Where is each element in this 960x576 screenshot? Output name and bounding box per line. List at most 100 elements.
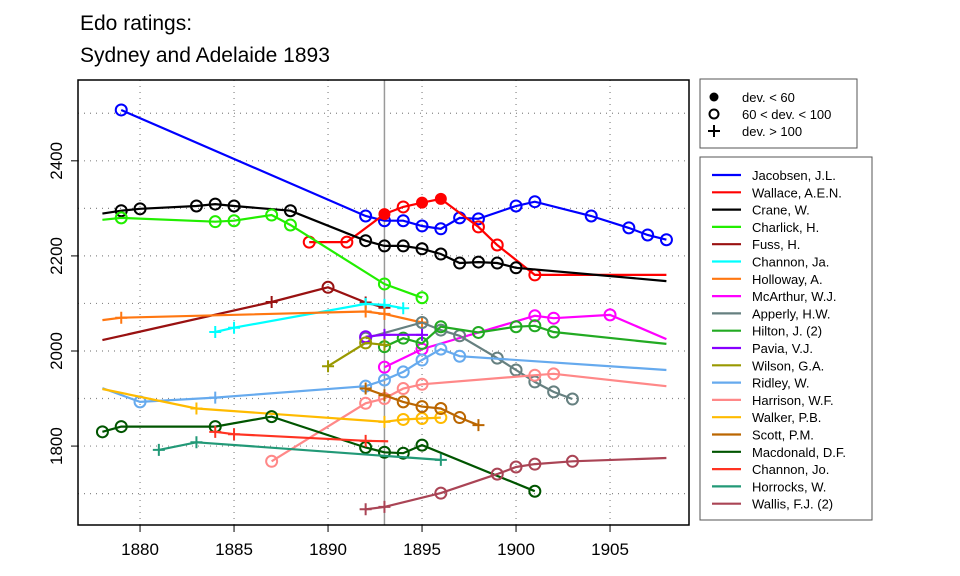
- data-point: [396, 395, 410, 409]
- data-point: [283, 218, 297, 232]
- data-point: [133, 202, 147, 216]
- data-point: [190, 402, 203, 415]
- series-macdonald-d-f: [95, 410, 542, 498]
- data-point: [115, 311, 128, 324]
- legend-label: Fuss, H.: [752, 237, 800, 252]
- data-point: [265, 296, 278, 309]
- legend-label: Apperly, H.W.: [752, 306, 831, 321]
- data-point: [227, 214, 241, 228]
- data-point: [227, 199, 241, 213]
- data-point: [396, 365, 410, 379]
- data-point: [415, 377, 429, 391]
- data-point: [565, 454, 579, 468]
- data-point: [434, 411, 448, 425]
- data-point: [471, 255, 485, 269]
- data-point: [377, 373, 391, 387]
- data-point: [509, 363, 523, 377]
- legend-label: Channon, Jo.: [752, 462, 829, 477]
- x-tick-label: 1885: [215, 540, 253, 559]
- data-point: [415, 242, 429, 256]
- data-point: [265, 208, 279, 222]
- series-line: [102, 347, 667, 404]
- data-point: [453, 256, 467, 270]
- marker-legend-label: 60 < dev. < 100: [742, 107, 831, 122]
- series-line: [102, 310, 423, 324]
- data-point: [509, 460, 523, 474]
- data-point: [434, 192, 447, 205]
- legend-label: Holloway, A.: [752, 272, 823, 287]
- series-scott-p-m: [359, 382, 485, 432]
- data-point: [547, 385, 561, 399]
- legend-label: Horrocks, W.: [752, 479, 826, 494]
- y-tick-label: 2000: [47, 332, 66, 370]
- data-point: [114, 211, 128, 225]
- data-point: [283, 204, 297, 218]
- y-tick-label: 2400: [47, 142, 66, 180]
- series-line: [309, 197, 667, 276]
- data-point: [415, 438, 429, 452]
- data-point: [189, 199, 203, 213]
- series-channon-ja: [209, 297, 410, 338]
- data-point: [415, 291, 429, 305]
- series-line: [102, 415, 536, 493]
- data-point: [416, 328, 429, 341]
- data-point: [396, 446, 410, 460]
- series-wallis-f-j-2: [359, 454, 667, 516]
- marker-legend-label: dev. > 100: [742, 124, 802, 139]
- plus-icon: [708, 125, 720, 137]
- legend-label: Pavia, V.J.: [752, 341, 813, 356]
- data-point: [396, 412, 410, 426]
- legend-label: Hilton, J. (2): [752, 324, 822, 339]
- data-point: [114, 420, 128, 434]
- series-layer: [95, 103, 673, 516]
- data-point: [359, 336, 373, 350]
- data-point: [528, 195, 542, 209]
- data-point: [490, 467, 504, 481]
- legend-label: Scott, P.M.: [752, 428, 814, 443]
- series-line: [102, 213, 423, 299]
- marker-legend: dev. < 60 60 < dev. < 100 dev. > 100: [699, 78, 858, 149]
- data-point: [547, 367, 561, 381]
- series-line: [102, 387, 441, 423]
- legend-label: Channon, Ja.: [752, 255, 829, 270]
- series-line: [327, 341, 385, 368]
- data-point: [659, 233, 673, 247]
- data-point: [228, 428, 241, 441]
- legend-label: Walker, P.B.: [752, 410, 821, 425]
- data-point: [528, 368, 542, 382]
- series-line: [271, 372, 667, 463]
- data-point: [528, 375, 542, 389]
- data-point: [359, 382, 372, 395]
- series-holloway-a: [102, 305, 429, 329]
- data-point: [378, 415, 391, 428]
- data-point: [453, 411, 467, 425]
- data-point: [377, 277, 391, 291]
- chart-title-line-2: Sydney and Adelaide 1893: [80, 44, 330, 67]
- data-point: [434, 247, 448, 261]
- x-tick-label: 1900: [497, 540, 535, 559]
- data-point: [565, 392, 579, 406]
- data-point: [471, 325, 485, 339]
- data-point: [472, 419, 485, 432]
- data-point: [396, 239, 410, 253]
- series-harrison-w-f: [265, 367, 667, 468]
- data-point: [415, 219, 429, 233]
- series-line: [120, 108, 667, 241]
- data-point: [209, 325, 222, 338]
- data-point: [190, 436, 203, 449]
- legend-label: Wilson, G.A.: [752, 358, 824, 373]
- data-point: [359, 209, 373, 223]
- legend-label: Crane, W.: [752, 203, 810, 218]
- series-crane-w: [102, 197, 667, 283]
- series-line: [215, 430, 389, 443]
- series-jacobsen-j-l: [114, 103, 673, 247]
- data-point: [622, 221, 636, 235]
- data-point: [547, 311, 561, 325]
- data-point: [396, 331, 410, 345]
- data-point: [434, 342, 448, 356]
- data-point: [603, 308, 617, 322]
- legend-label: McArthur, W.J.: [752, 289, 837, 304]
- data-point: [490, 238, 504, 252]
- series-line: [365, 387, 479, 427]
